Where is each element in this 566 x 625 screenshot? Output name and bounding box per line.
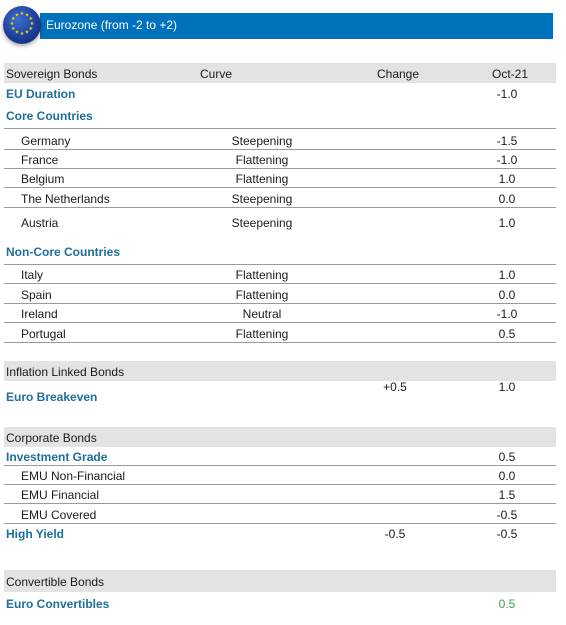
- euro-convertibles-label: Euro Convertibles: [6, 597, 110, 611]
- noncore-countries-title: Non-Core Countries: [6, 245, 120, 259]
- oct-value: 0.0: [498, 192, 516, 206]
- euro-breakeven-label: Euro Breakeven: [6, 390, 98, 404]
- svg-text:★: ★: [15, 12, 20, 18]
- core-countries-heading: Core Countries: [4, 109, 556, 129]
- table-row: Belgium Flattening 1.0: [4, 172, 556, 188]
- table-row: Portugal Flattening 0.5: [4, 327, 556, 343]
- euro-convertibles-value: 0.5: [498, 597, 516, 611]
- curve-value: Steepening: [231, 216, 293, 230]
- high-yield-label: High Yield: [6, 527, 65, 541]
- country-name: Italy: [21, 268, 44, 282]
- curve-value: Flattening: [235, 327, 289, 341]
- header-sovereign-bonds: Sovereign Bonds: [6, 67, 98, 81]
- corporate-name: EMU Covered: [21, 508, 97, 522]
- header-change: Change: [376, 67, 420, 81]
- svg-text:★: ★: [30, 21, 35, 27]
- curve-value: Steepening: [231, 134, 293, 148]
- noncore-countries-heading: Non-Core Countries: [4, 245, 556, 265]
- oct-value: 1.0: [498, 216, 516, 230]
- euro-breakeven-row: Euro Breakeven +0.5 1.0: [4, 380, 556, 410]
- svg-text:★: ★: [28, 16, 33, 22]
- table-row: Austria Steepening 1.0: [4, 216, 556, 232]
- high-yield-value: -0.5: [496, 527, 518, 541]
- sovereign-header-row: Sovereign Bonds Curve Change Oct-21: [4, 63, 556, 83]
- svg-text:★: ★: [15, 30, 20, 36]
- table-row: EMU Covered -0.5: [4, 508, 556, 524]
- table-row: Italy Flattening 1.0: [4, 268, 556, 284]
- eu-duration-row: EU Duration -1.0: [4, 87, 556, 103]
- curve-value: Flattening: [235, 172, 289, 186]
- curve-value: Flattening: [235, 288, 289, 302]
- table-row: Ireland Neutral -1.0: [4, 307, 556, 323]
- eu-duration-value: -1.0: [496, 87, 518, 101]
- country-name: Austria: [21, 216, 59, 230]
- svg-text:★: ★: [11, 26, 16, 32]
- country-name: The Netherlands: [21, 192, 110, 206]
- oct-value: 0.0: [498, 288, 516, 302]
- oct-value: -0.5: [496, 508, 518, 522]
- table-row: The Netherlands Steepening 0.0: [4, 192, 556, 208]
- table-row: EMU Financial 1.5: [4, 488, 556, 504]
- corporate-name: EMU Non-Financial: [21, 469, 126, 483]
- corporate-name: EMU Financial: [21, 488, 100, 502]
- euro-convertibles-row: Euro Convertibles 0.5: [4, 597, 556, 613]
- curve-value: Flattening: [235, 153, 289, 167]
- core-countries-title: Core Countries: [6, 109, 93, 123]
- country-name: France: [21, 153, 59, 167]
- corporate-title: Corporate Bonds: [6, 431, 97, 445]
- svg-text:★: ★: [20, 31, 25, 37]
- high-yield-row: High Yield -0.5 -0.5: [4, 527, 556, 543]
- country-name: Belgium: [21, 172, 65, 186]
- svg-text:★: ★: [25, 30, 30, 36]
- svg-text:★: ★: [10, 21, 15, 27]
- banner-title: Eurozone (from -2 to +2): [46, 18, 178, 32]
- table-row: Spain Flattening 0.0: [4, 288, 556, 304]
- oct-value: -1.0: [496, 153, 518, 167]
- curve-value: Steepening: [231, 192, 293, 206]
- svg-text:★: ★: [20, 11, 25, 17]
- oct-value: 1.5: [498, 488, 516, 502]
- country-name: Portugal: [21, 327, 66, 341]
- country-name: Spain: [21, 288, 52, 302]
- eu-flag-icon: ★ ★ ★ ★ ★ ★ ★ ★ ★ ★ ★ ★: [3, 6, 41, 44]
- svg-text:★: ★: [28, 26, 33, 32]
- corporate-header-row: Corporate Bonds: [4, 427, 556, 447]
- eurozone-banner: Eurozone (from -2 to +2): [40, 13, 553, 39]
- country-name: Germany: [21, 134, 71, 148]
- svg-text:★: ★: [25, 12, 30, 18]
- convertible-header-row: Convertible Bonds: [4, 570, 556, 592]
- country-name: Ireland: [21, 307, 58, 321]
- oct-value: -1.0: [496, 307, 518, 321]
- investment-grade-value: 0.5: [498, 450, 516, 464]
- oct-value: 0.0: [498, 469, 516, 483]
- curve-value: Neutral: [242, 307, 282, 321]
- eu-duration-label: EU Duration: [6, 87, 76, 101]
- investment-grade-row: Investment Grade 0.5: [4, 450, 556, 466]
- svg-text:★: ★: [11, 16, 16, 22]
- high-yield-change: -0.5: [384, 527, 406, 541]
- table-row: EMU Non-Financial 0.0: [4, 469, 556, 485]
- table-row: France Flattening -1.0: [4, 153, 556, 169]
- oct-value: 0.5: [498, 327, 516, 341]
- header-curve: Curve: [199, 67, 233, 81]
- euro-breakeven-value: 1.0: [498, 380, 516, 394]
- oct-value: 1.0: [498, 172, 516, 186]
- inflation-title: Inflation Linked Bonds: [6, 365, 125, 379]
- euro-breakeven-change: +0.5: [383, 380, 407, 394]
- oct-value: -1.5: [496, 134, 518, 148]
- investment-grade-label: Investment Grade: [6, 450, 108, 464]
- inflation-header-row: Inflation Linked Bonds: [4, 361, 556, 381]
- curve-value: Flattening: [235, 268, 289, 282]
- table-row: Germany Steepening -1.5: [4, 134, 556, 150]
- convertible-title: Convertible Bonds: [6, 575, 105, 589]
- oct-value: 1.0: [498, 268, 516, 282]
- header-period: Oct-21: [491, 67, 529, 81]
